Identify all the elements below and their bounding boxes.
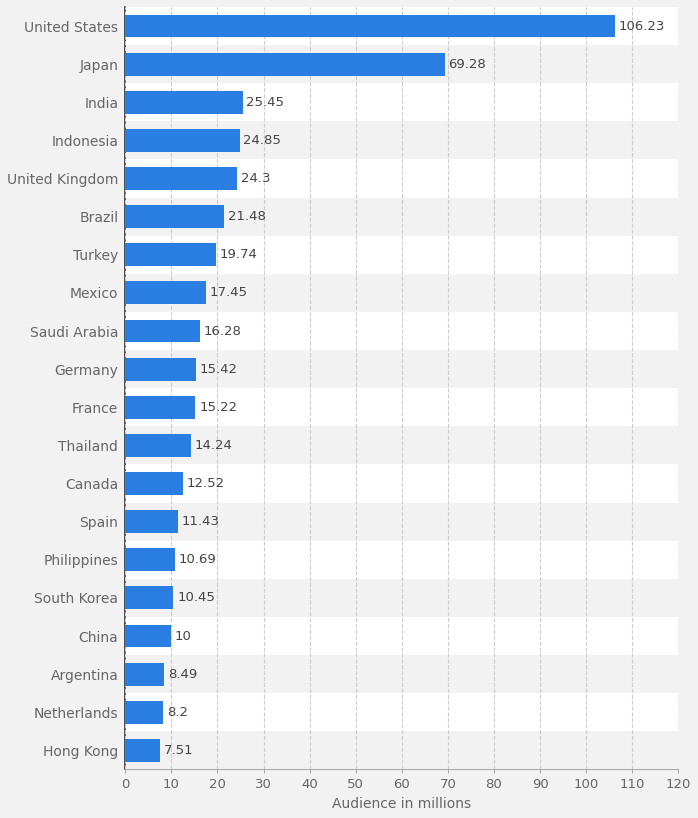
Bar [125, 312, 678, 350]
Text: 14.24: 14.24 [195, 439, 232, 452]
Text: 8.2: 8.2 [167, 706, 188, 719]
Bar [125, 198, 678, 236]
Text: 10: 10 [175, 630, 192, 642]
Bar [125, 434, 191, 456]
Bar [125, 693, 678, 731]
Text: 12.52: 12.52 [186, 477, 225, 490]
Bar [125, 281, 206, 304]
Bar [125, 167, 237, 190]
Bar [125, 357, 196, 380]
Bar [125, 91, 243, 114]
Bar [125, 465, 678, 502]
Text: 21.48: 21.48 [228, 210, 266, 223]
Bar [125, 320, 200, 343]
Text: 69.28: 69.28 [448, 57, 486, 70]
Bar [125, 396, 195, 419]
Text: 106.23: 106.23 [618, 20, 665, 33]
Bar [125, 701, 163, 724]
Text: 10.69: 10.69 [178, 553, 216, 566]
Bar [125, 617, 678, 655]
Bar [125, 548, 174, 571]
Bar [125, 587, 173, 609]
Text: 15.42: 15.42 [200, 362, 238, 375]
Bar [125, 426, 678, 465]
Text: 16.28: 16.28 [204, 325, 242, 338]
Bar [125, 129, 240, 152]
Bar [125, 45, 678, 83]
Text: 17.45: 17.45 [209, 286, 247, 299]
Text: 19.74: 19.74 [220, 249, 258, 261]
Text: 25.45: 25.45 [246, 96, 284, 109]
Bar [125, 160, 678, 198]
Bar [125, 15, 615, 38]
Bar [125, 541, 678, 579]
Text: 24.85: 24.85 [244, 134, 281, 147]
Text: 7.51: 7.51 [163, 744, 193, 757]
Bar [125, 655, 678, 693]
Bar [125, 625, 171, 648]
Bar [125, 52, 445, 75]
Bar [125, 472, 183, 495]
Text: 11.43: 11.43 [181, 515, 220, 528]
Bar [125, 243, 216, 266]
Text: 10.45: 10.45 [177, 591, 215, 605]
X-axis label: Audience in millions: Audience in millions [332, 797, 471, 811]
Bar [125, 579, 678, 617]
Bar [125, 502, 678, 541]
Text: 8.49: 8.49 [168, 667, 198, 681]
Bar [125, 83, 678, 121]
Bar [125, 389, 678, 426]
Text: 24.3: 24.3 [241, 172, 270, 185]
Bar [125, 7, 678, 45]
Bar [125, 510, 178, 533]
Bar [125, 731, 678, 770]
Bar [125, 274, 678, 312]
Text: 15.22: 15.22 [199, 401, 237, 414]
Bar [125, 663, 165, 685]
Bar [125, 121, 678, 160]
Bar [125, 236, 678, 274]
Bar [125, 205, 224, 228]
Bar [125, 350, 678, 389]
Bar [125, 739, 160, 762]
